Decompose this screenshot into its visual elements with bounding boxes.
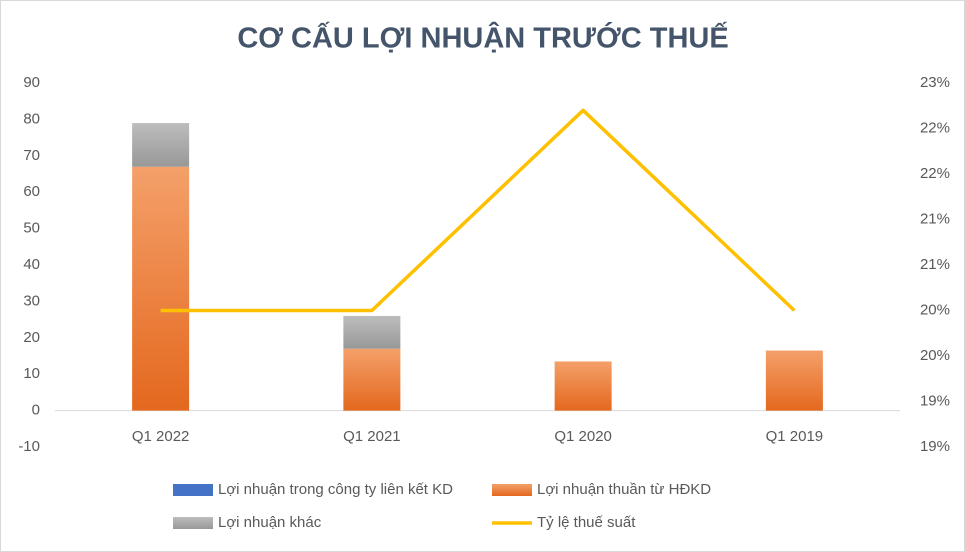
y2-tick-label: 22% — [920, 165, 950, 182]
y-tick-label: 10 — [23, 365, 40, 382]
y-tick-label: 90 — [23, 74, 40, 91]
y-tick-label: 80 — [23, 110, 40, 127]
y2-tick-label: 21% — [920, 256, 950, 273]
y-tick-label: 60 — [23, 183, 40, 200]
legend-swatch — [173, 517, 213, 529]
y-tick-label: 0 — [32, 402, 40, 419]
legend-swatch — [173, 484, 213, 496]
line — [160, 108, 796, 313]
bar — [343, 315, 401, 349]
x-tick-label: Q1 2020 — [554, 428, 612, 445]
legend-swatch — [492, 484, 532, 496]
bar — [132, 166, 190, 411]
y2-tick-label: 19% — [920, 438, 950, 455]
legend-label: Lợi nhuận trong công ty liên kết KD — [218, 481, 453, 498]
x-tick-label: Q1 2021 — [343, 428, 401, 445]
y-tick-label: 20 — [23, 329, 40, 346]
y2-tick-label: 23% — [920, 74, 950, 91]
y-tick-label: 50 — [23, 220, 40, 237]
bar — [132, 123, 190, 167]
y-tick-label: 30 — [23, 292, 40, 309]
legend-label: Tỷ lệ thuế suất — [537, 514, 636, 531]
legend-label: Lợi nhuận khác — [218, 514, 322, 531]
y2-tick-label: 20% — [920, 347, 950, 364]
y-tick-label: -10 — [18, 438, 40, 455]
y2-tick-label: 20% — [920, 301, 950, 318]
legend-label: Lợi nhuận thuần từ HĐKD — [537, 481, 711, 498]
x-tick-label: Q1 2022 — [132, 428, 190, 445]
y2-tick-label: 21% — [920, 210, 950, 227]
chart-title: CƠ CẤU LỢI NHUẬN TRƯỚC THUẾ — [237, 21, 728, 55]
y2-tick-label: 19% — [920, 392, 950, 409]
bar — [343, 348, 401, 411]
bar — [765, 350, 823, 411]
y2-tick-label: 22% — [920, 119, 950, 136]
x-tick-label: Q1 2019 — [766, 428, 824, 445]
bar — [554, 361, 612, 411]
y-tick-label: 70 — [23, 147, 40, 164]
y-tick-label: 40 — [23, 256, 40, 273]
